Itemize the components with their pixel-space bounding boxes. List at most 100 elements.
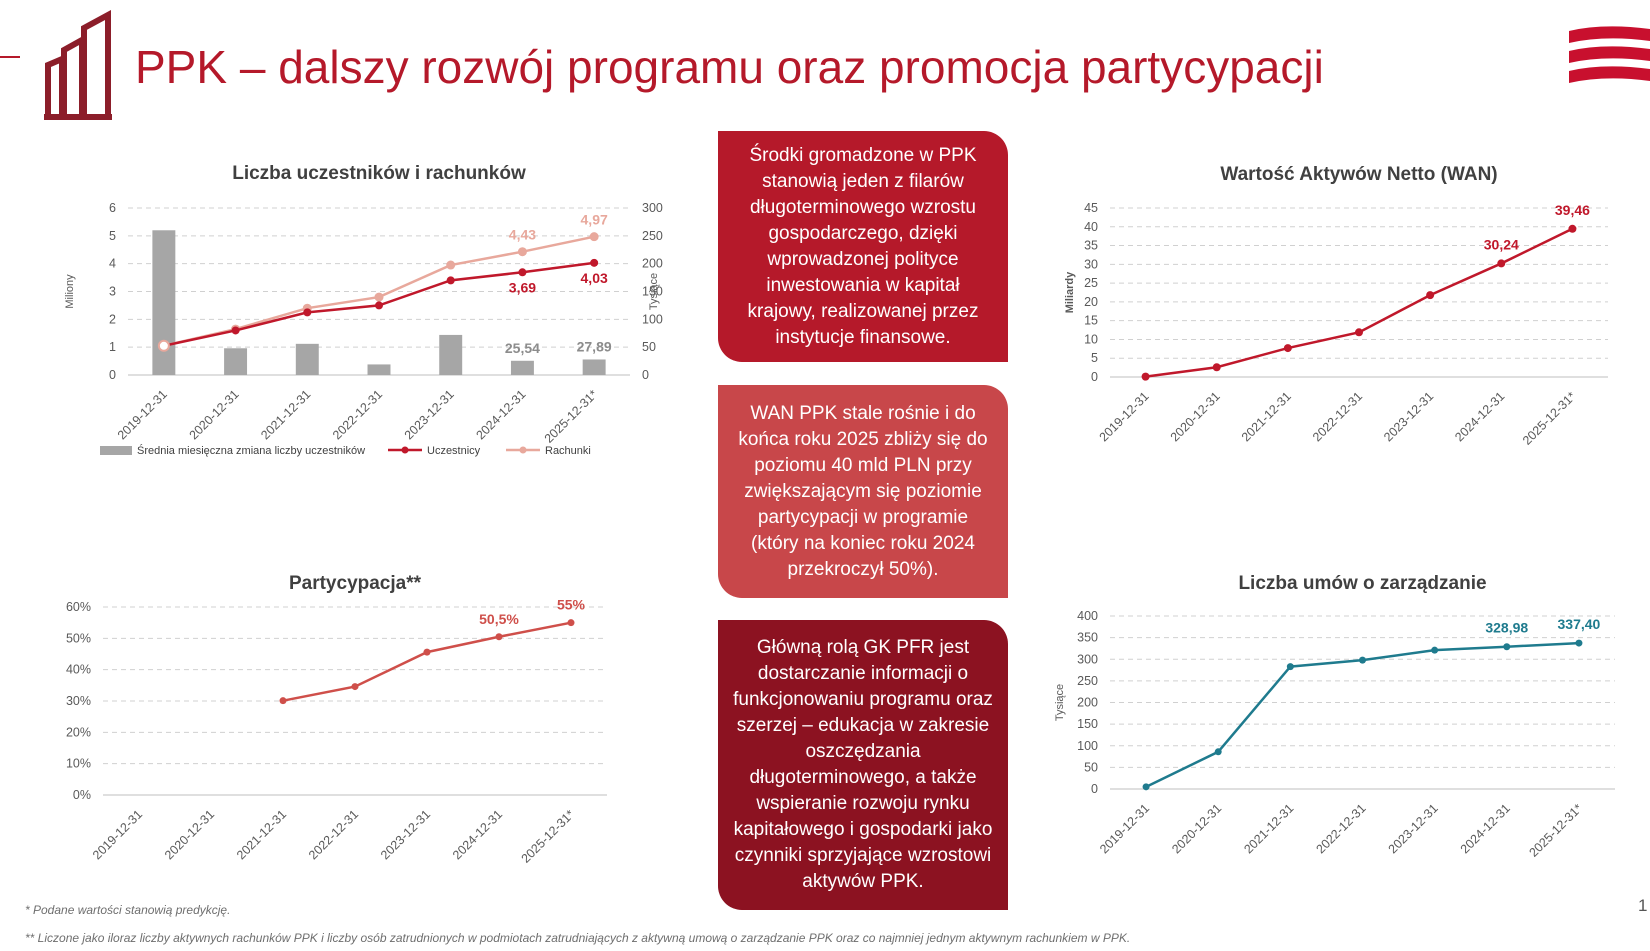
y-tick-label: 300 [1077, 652, 1098, 666]
monthly-change-bar [295, 343, 319, 375]
y2-axis-label: Tysiące [648, 273, 660, 310]
y-tick-label: 350 [1077, 631, 1098, 645]
y2-tick-label: 300 [642, 201, 663, 215]
x-tick-label: 2022-12-31 [306, 807, 361, 862]
x-tick-label: 2020-12-31 [1169, 801, 1224, 856]
x-tick-label: 2019-12-31 [1097, 801, 1152, 856]
slide-title: PPK – dalszy rozwój programu oraz promoc… [135, 41, 1324, 93]
accounts-point [589, 232, 599, 242]
participation-point [351, 683, 359, 691]
info-box-funds: Środki gromadzone w PPK stanowią jeden z… [718, 131, 1008, 362]
y-tick-label: 60% [66, 600, 91, 614]
monthly-change-data-label: 27,89 [577, 338, 612, 354]
y-tick-label: 50% [66, 631, 91, 645]
y-tick-label: 250 [1077, 674, 1098, 688]
y-tick-label: 2 [109, 312, 116, 326]
x-tick-label: 2021-12-31 [234, 807, 289, 862]
wan-chart: Wartość Aktywów Netto (WAN) 0 5 10 15 20 25 30 3… [1064, 164, 1608, 448]
participants-point [231, 326, 240, 335]
participation-point [279, 697, 287, 705]
wan-data-label: 39,46 [1555, 202, 1590, 218]
monthly-change-bar [582, 359, 606, 375]
y-tick-label: 35 [1084, 239, 1098, 253]
contracts-point [1431, 646, 1439, 654]
y2-tick-label: 200 [642, 257, 663, 271]
footnote-prediction: * Podane wartości stanowią predykcję. [25, 903, 231, 917]
y-tick-label: 20% [66, 725, 91, 739]
monthly-change-bar [224, 348, 248, 375]
contracts-point [1214, 748, 1222, 756]
y-tick-label: 0 [1091, 370, 1098, 384]
y-tick-label: 5 [1091, 351, 1098, 365]
page-number: 1 [1638, 896, 1648, 915]
contracts-point [1359, 656, 1366, 664]
x-tick-label: 2022-12-31 [1310, 389, 1365, 444]
x-tick-label: 2023-12-31 [1381, 389, 1436, 444]
participants-point [375, 301, 383, 310]
x-tick-label: 2021-12-31 [1239, 389, 1294, 444]
x-tick-label: 2024-12-31 [1452, 389, 1507, 444]
wan-point [1283, 344, 1292, 353]
participants-data-label: 4,03 [581, 270, 608, 286]
wan-point [1426, 291, 1435, 300]
wan-point [1568, 224, 1577, 233]
x-tick-label: 2025-12-31* [519, 807, 578, 866]
y-tick-label: 1 [109, 340, 116, 354]
y-tick-label: 15 [1084, 314, 1098, 328]
legend-marker-accounts [519, 446, 527, 454]
accounts-point [517, 247, 527, 257]
x-tick-label: 2019-12-31 [115, 387, 170, 442]
participation-point [567, 619, 575, 627]
y-tick-label: 3 [109, 285, 116, 299]
participation-chart: Partycypacja** 0% 10% 20% 30% 40% 50% 60% 2019-1… [66, 573, 607, 866]
contracts-point [1503, 643, 1511, 651]
contracts-point [1142, 783, 1150, 791]
x-tick-label: 2023-12-31 [402, 387, 457, 442]
y-tick-label: 10% [66, 757, 91, 771]
pfr-flag-logo [1569, 26, 1650, 83]
legend-marker-participants [401, 446, 409, 454]
wan-point [1212, 363, 1221, 372]
y-axis-label: Miliardy [1064, 271, 1076, 313]
chart-title: Liczba uczestników i rachunków [232, 163, 526, 184]
y-tick-label: 0 [1091, 782, 1098, 796]
info-box-funds-text: Środki gromadzone w PPK stanowią jeden z… [747, 144, 979, 348]
chart-title: Partycypacja** [289, 573, 422, 594]
y-tick-label: 6 [109, 201, 116, 215]
info-box-role: Główną rolą GK PFR jest dostarczanie inf… [718, 620, 1008, 910]
y-tick-label: 4 [109, 257, 116, 271]
y-tick-label: 30% [66, 694, 91, 708]
info-box-wan-text: WAN PPK stale rośnie i do końca roku 202… [738, 402, 988, 580]
accounts-point [374, 292, 384, 302]
pfr-building-logo [0, 10, 112, 120]
y-tick-label: 40 [1084, 220, 1098, 234]
x-tick-label: 2024-12-31 [473, 387, 528, 442]
wan-data-label: 30,24 [1484, 236, 1519, 252]
x-tick-label: 2020-12-31 [187, 387, 242, 442]
y-tick-label: 40% [66, 663, 91, 677]
participation-point [495, 633, 503, 641]
legend-label-participants: Uczestnicy [427, 445, 481, 457]
y-axis-label: Miliony [64, 274, 76, 309]
x-tick-label: 2025-12-31* [1526, 801, 1585, 860]
x-tick-label: 2022-12-31 [1314, 801, 1369, 856]
contracts-line [1145, 641, 1579, 788]
y2-tick-label: 150 [642, 285, 663, 299]
accounts-start-marker [157, 339, 170, 352]
participants-point [590, 258, 599, 267]
y2-tick-label: 0 [642, 368, 649, 382]
y-tick-label: 200 [1077, 696, 1098, 710]
wan-point [1355, 328, 1363, 337]
wan-point [1497, 259, 1506, 268]
participation-data-label: 50,5% [479, 611, 519, 627]
contracts-chart: Liczba umów o zarządzanie 0 50 100 150 200 250… [1054, 573, 1615, 860]
chart-title: Wartość Aktywów Netto (WAN) [1220, 164, 1497, 185]
y2-tick-label: 100 [642, 312, 663, 326]
legend-label-accounts: Rachunki [545, 445, 591, 457]
monthly-change-bar [439, 334, 463, 375]
y-axis-label: Tysiące [1054, 684, 1066, 721]
info-box-role-text: Główną rolą GK PFR jest dostarczanie inf… [733, 637, 993, 892]
footnote-participation: ** Liczone jako iloraz liczby aktywnych … [25, 931, 1131, 945]
y-tick-label: 0 [109, 368, 116, 382]
y-tick-label: 100 [1077, 739, 1098, 753]
